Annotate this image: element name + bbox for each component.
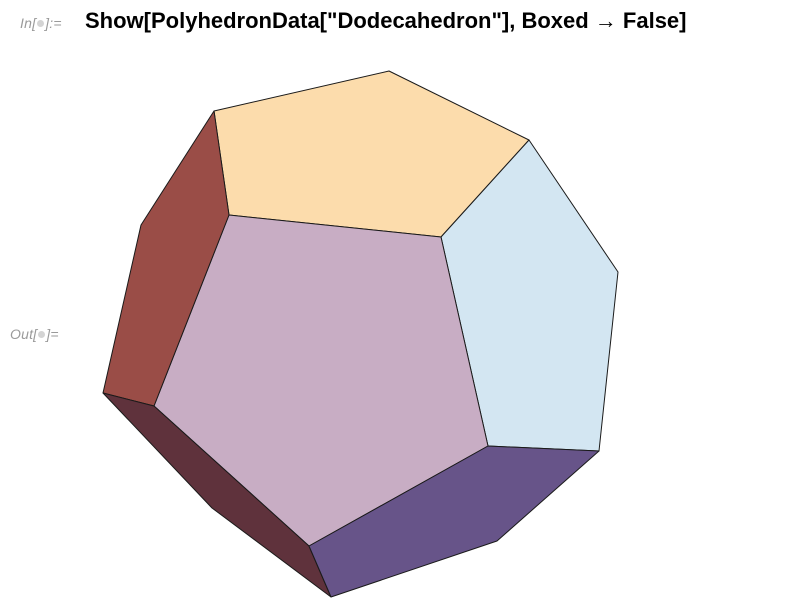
- dodecahedron-graphic[interactable]: [0, 0, 796, 614]
